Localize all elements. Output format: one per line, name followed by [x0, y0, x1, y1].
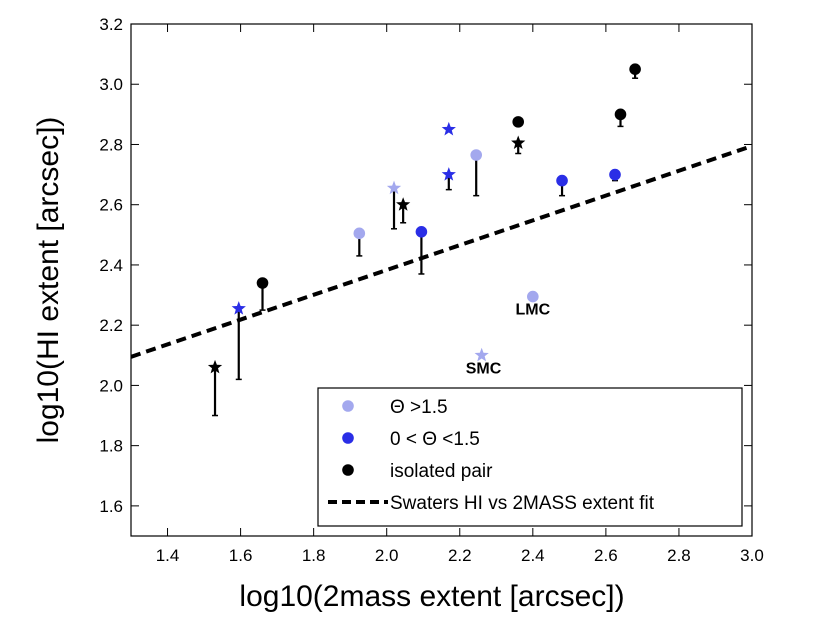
- x-tick-label: 1.4: [156, 546, 180, 565]
- legend-marker: [342, 432, 354, 444]
- legend-label: Θ >1.5: [390, 397, 448, 418]
- y-tick-label: 1.8: [99, 437, 123, 456]
- x-tick-label: 1.8: [302, 546, 326, 565]
- data-point-star: [441, 121, 456, 136]
- legend-label: Swaters HI vs 2MASS extent fit: [390, 493, 655, 514]
- y-tick-label: 3.0: [99, 75, 123, 94]
- legend-marker: [342, 400, 354, 412]
- data-point-star: [207, 359, 223, 374]
- x-tick-label: 2.6: [594, 546, 618, 565]
- y-tick-label: 2.6: [99, 196, 123, 215]
- legend-marker: [342, 464, 354, 476]
- y-tick-label: 3.2: [99, 15, 123, 34]
- data-point-star: [231, 301, 246, 315]
- x-tick-label: 2.2: [448, 546, 472, 565]
- legend: Θ >1.5 0 < Θ <1.5 isolated pair Swaters HI …: [317, 387, 743, 527]
- data-point-star: [441, 167, 456, 181]
- legend-label: 0 < Θ <1.5: [390, 429, 480, 450]
- annotation-label: SMC: [466, 360, 502, 377]
- x-tick-label: 2.0: [375, 546, 399, 565]
- data-point-circle: [556, 174, 568, 187]
- annotation-label: LMC: [515, 302, 550, 319]
- plot-frame: [130, 23, 753, 537]
- data-point-circle: [512, 116, 525, 128]
- y-tick-label: 2.0: [99, 376, 123, 395]
- data-point-star: [474, 347, 489, 362]
- data-point-circle: [470, 149, 483, 161]
- x-axis-label: log10(2mass extent [arcsec]): [239, 580, 624, 613]
- data-point-circle: [609, 168, 621, 181]
- fit-line: [131, 144, 752, 359]
- data-point-star: [386, 180, 402, 195]
- legend-box: [317, 387, 743, 527]
- data-point-circle: [415, 226, 428, 238]
- legend-label: isolated pair: [390, 461, 493, 482]
- data-point-star: [396, 197, 411, 211]
- x-tick-label: 1.6: [229, 546, 253, 565]
- y-axis-label: log10(HI extent [arcsec]): [32, 117, 65, 444]
- data-point-circle: [614, 108, 627, 121]
- y-tick-label: 2.4: [99, 256, 123, 275]
- y-tick-label: 2.8: [99, 135, 123, 154]
- x-tick-label: 2.8: [667, 546, 691, 565]
- data-point-circle: [629, 63, 641, 75]
- data-point-star: [511, 135, 526, 150]
- x-tick-label: 2.4: [521, 546, 545, 565]
- data-point-circle: [256, 277, 269, 289]
- x-tick-label: 3.0: [740, 546, 764, 565]
- y-tick-label: 2.2: [99, 316, 123, 335]
- data-point-circle: [353, 227, 366, 240]
- data-point-circle: [527, 290, 539, 303]
- y-tick-label: 1.6: [99, 497, 123, 516]
